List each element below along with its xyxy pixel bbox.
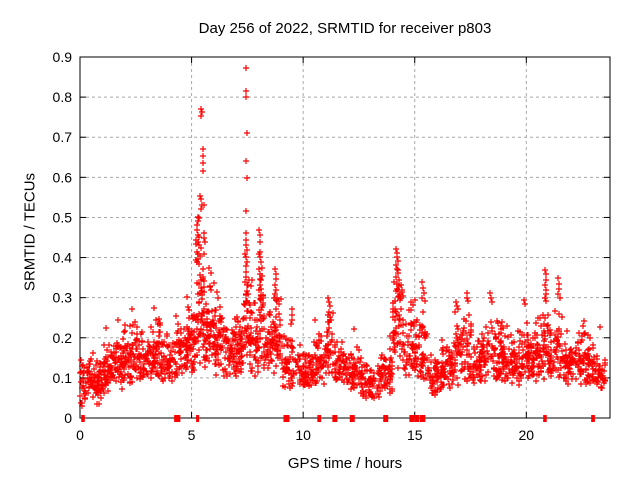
zero-mark (421, 415, 424, 422)
zero-mark (283, 415, 289, 422)
y-tick-label: 0.6 (53, 169, 73, 185)
x-tick-label: 10 (295, 427, 311, 443)
zero-mark (349, 415, 355, 422)
zero-mark (319, 415, 322, 422)
y-tick-label: 0.9 (53, 49, 73, 65)
plot-border (79, 56, 611, 419)
zero-mark (592, 415, 595, 422)
chart-title: Day 256 of 2022, SRMTID for receiver p80… (198, 20, 492, 37)
zero-mark (174, 415, 180, 422)
zero-mark (286, 415, 290, 422)
y-tick-label: 0.3 (53, 290, 73, 306)
zero-mark (591, 415, 594, 422)
zero-mark (82, 415, 85, 422)
zero-mark (419, 415, 422, 422)
zero-mark (196, 415, 200, 422)
x-tick-label: 20 (519, 427, 535, 443)
zero-mark (317, 415, 320, 422)
zero-mark (332, 415, 338, 422)
x-tick-label: 5 (188, 427, 196, 443)
zero-mark (81, 415, 84, 422)
zero-mark (409, 415, 415, 422)
zero-mark (383, 415, 389, 422)
y-tick-label: 0.4 (53, 250, 73, 266)
x-axis-label: GPS time / hours (287, 455, 403, 472)
y-tick-label: 0.8 (53, 89, 73, 105)
zero-mark (414, 415, 420, 422)
x-tick-label: 15 (407, 427, 423, 443)
zero-mark (177, 415, 181, 422)
zero-mark (544, 415, 547, 422)
y-tick-label: 0.5 (53, 209, 73, 225)
y-tick-label: 0.2 (53, 330, 73, 346)
zero-mark (423, 415, 426, 422)
data-points (77, 65, 608, 409)
zero-mark (543, 415, 546, 422)
y-tick-label: 0 (64, 410, 72, 426)
x-tick-label: 0 (76, 427, 84, 443)
y-tick-label: 0.1 (53, 370, 73, 386)
y-tick-label: 0.7 (53, 129, 73, 145)
